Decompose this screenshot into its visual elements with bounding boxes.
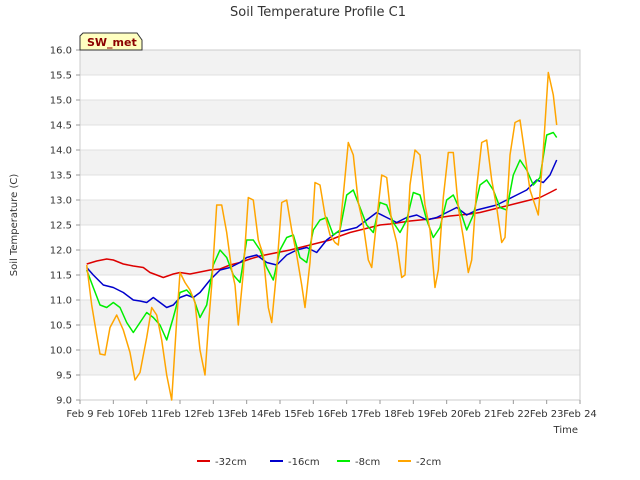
y-tick-label: 10.0 [50, 346, 72, 357]
x-tick-label: Feb 23 [530, 409, 564, 420]
chart-title: Soil Temperature Profile C1 [230, 5, 406, 20]
x-tick-label: Feb 11 [130, 409, 164, 420]
x-tick-label: Feb 15 [263, 409, 297, 420]
x-tick-label: Feb 17 [330, 409, 364, 420]
grid-band [80, 275, 580, 300]
x-tick-label: Feb 16 [297, 409, 331, 420]
badge-shape [79, 32, 143, 51]
x-tick-label: Feb 24 [563, 409, 597, 420]
y-tick-label: 9.5 [56, 371, 72, 382]
series-lines [85, 71, 558, 401]
grid-band [80, 100, 580, 125]
grid-band [80, 50, 580, 75]
legend: -32cm -16cm -8cm -2cm [197, 457, 441, 468]
y-tick-label: 15.0 [50, 96, 72, 107]
x-tick-label: Feb 18 [363, 409, 397, 420]
grid-band [80, 325, 580, 350]
y-tick-label: 14.5 [50, 121, 72, 132]
legend-label: -16cm [288, 457, 320, 468]
x-tick-label: Feb 19 [397, 409, 431, 420]
y-tick-label: 13.0 [50, 196, 72, 207]
grid-band [80, 150, 580, 175]
series-line-8cmcm-line [85, 131, 558, 341]
y-tick-label: 11.5 [50, 271, 72, 282]
grid-band [80, 125, 580, 150]
y-axis-ticks: 9.0 9.5 10.0 10.5 11.0 11.5 12.0 12.5 13.0 13.5 14… [50, 46, 80, 407]
grid-band [80, 175, 580, 200]
y-tick-label: 9.0 [56, 396, 72, 407]
y-tick-label: 14.0 [50, 146, 72, 157]
x-axis-label: Time [553, 425, 578, 436]
y-tick-label: 15.5 [50, 71, 72, 82]
series-line-32cmcm-line [86, 188, 558, 279]
x-tick-label: Feb 22 [497, 409, 531, 420]
y-tick-label: 12.0 [50, 246, 72, 257]
grid-band [80, 250, 580, 275]
legend-label: -2cm [416, 457, 441, 468]
grid-bands [80, 49, 580, 401]
station-badge: SW_met [79, 32, 143, 51]
x-tick-label: Feb 12 [163, 409, 197, 420]
x-tick-label: Feb 20 [430, 409, 464, 420]
x-tick-label: Feb 21 [463, 409, 497, 420]
badge-label: SW_met [87, 36, 137, 49]
y-tick-label: 10.5 [50, 321, 72, 332]
y-tick-label: 11.0 [50, 296, 72, 307]
series-line-16cmcm-line [86, 159, 558, 309]
y-tick-label: 16.0 [50, 46, 72, 57]
x-tick-label: Feb 14 [230, 409, 264, 420]
grid-band [80, 75, 580, 100]
y-tick-label: 12.5 [50, 221, 72, 232]
x-tick-label: Feb 13 [197, 409, 231, 420]
x-tick-label: Feb 9 [66, 409, 93, 420]
series-line-2cmcm-line [85, 71, 558, 401]
x-tick-label: Feb 10 [97, 409, 131, 420]
grid-band [80, 375, 580, 400]
grid-band [80, 350, 580, 375]
legend-label: -32cm [215, 457, 247, 468]
grid-band [80, 200, 580, 225]
y-tick-label: 13.5 [50, 171, 72, 182]
legend-label: -8cm [355, 457, 380, 468]
y-axis-label: Soil Temperature (C) [9, 174, 20, 277]
x-axis-ticks: Feb 9 Feb 10 Feb 11 Feb 12 Feb 13 Feb 14 Feb 1… [66, 400, 597, 420]
